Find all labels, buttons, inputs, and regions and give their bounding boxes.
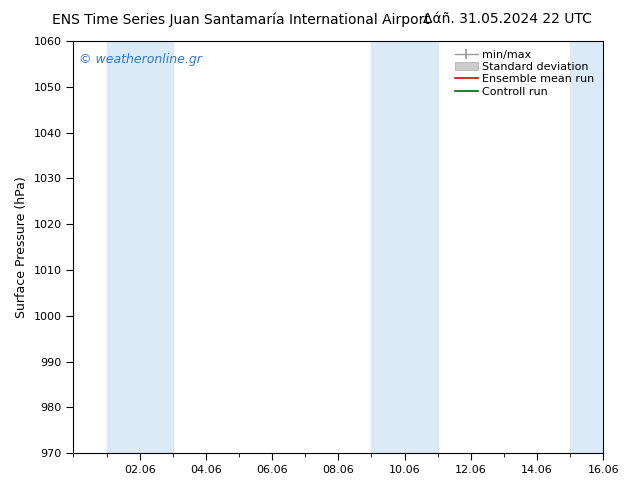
Text: ENS Time Series Juan Santamaría International Airport: ENS Time Series Juan Santamaría Internat… — [52, 12, 430, 27]
Bar — [107, 41, 173, 453]
Text: Δάñ. 31.05.2024 22 UTC: Δάñ. 31.05.2024 22 UTC — [423, 12, 592, 26]
Legend: min/max, Standard deviation, Ensemble mean run, Controll run: min/max, Standard deviation, Ensemble me… — [452, 47, 598, 100]
Bar — [372, 41, 437, 453]
Text: © weatheronline.gr: © weatheronline.gr — [79, 53, 202, 67]
Y-axis label: Surface Pressure (hPa): Surface Pressure (hPa) — [15, 176, 28, 318]
Bar — [570, 41, 634, 453]
